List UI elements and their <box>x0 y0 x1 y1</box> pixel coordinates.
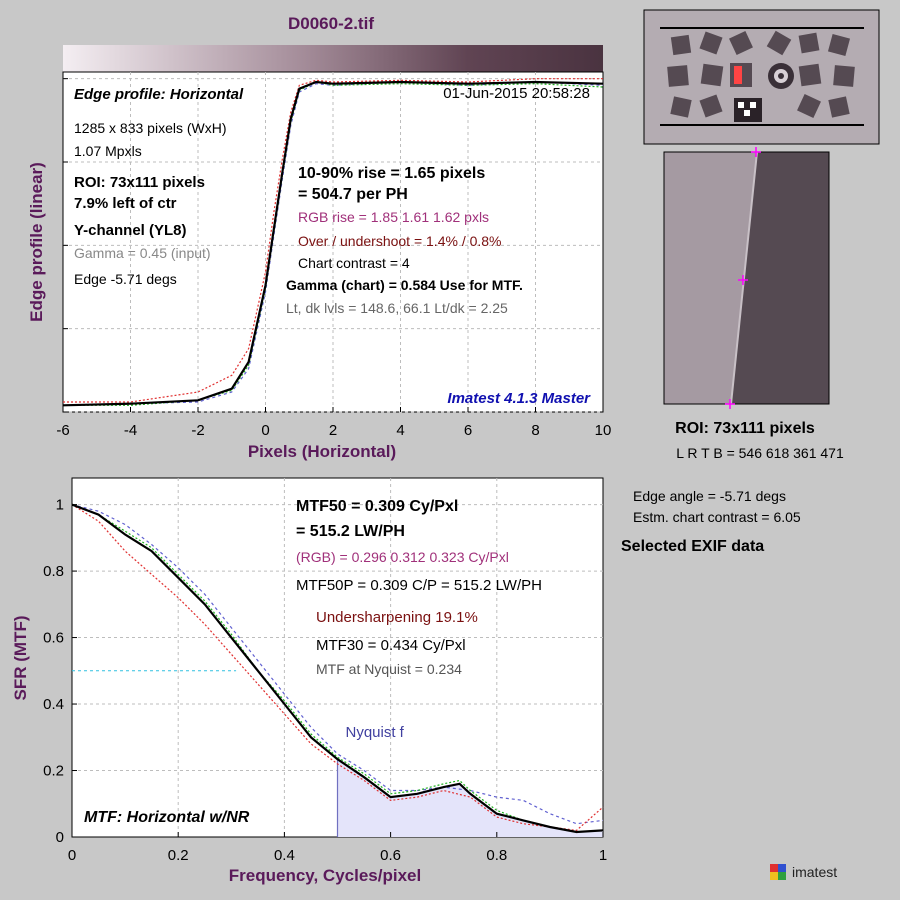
nyquist-label: Nyquist f <box>346 724 405 741</box>
edge-x-tick-label: 2 <box>329 422 337 439</box>
edge-x-tick-label: -2 <box>191 422 204 439</box>
mtf50: MTF50 = 0.309 Cy/Pxl <box>296 498 458 515</box>
imatest-logo-icon <box>770 864 786 880</box>
edge-x-tick-label: -4 <box>124 422 137 439</box>
undersharpening: Undersharpening 19.1% <box>316 609 478 626</box>
edge-series-line <box>62 80 604 407</box>
mtf-x-tick-label: 0.4 <box>274 847 295 864</box>
info-dimensions: 1285 x 833 pixels (WxH) <box>74 120 227 136</box>
info-mpxls: 1.07 Mpxls <box>74 143 142 159</box>
side-edge-angle: Edge angle = -5.71 degs <box>633 488 786 504</box>
info-rgb-rise: RGB rise = 1.85 1.61 1.62 pxls <box>298 209 489 225</box>
info-overshoot: Over / undershoot = 1.4% / 0.8% <box>298 233 502 249</box>
edge-x-ticks: -6 -4 -2 0 2 4 6 8 10 <box>56 78 612 439</box>
edge-series-line <box>62 81 604 406</box>
mtf-series-line <box>71 503 604 834</box>
info-rise: 10-90% rise = 1.65 pixels <box>298 165 485 182</box>
mtf-series-line <box>71 504 604 832</box>
mtf-x-tick-label: 0 <box>68 847 76 864</box>
edge-x-tick-label: 0 <box>261 422 269 439</box>
edge-x-tick-label: 4 <box>396 422 404 439</box>
info-gamma-input: Gamma = 0.45 (input) <box>74 245 211 261</box>
info-gamma-chart: Gamma (chart) = 0.584 Use for MTF. <box>286 277 523 293</box>
mtf50-rgb: (RGB) = 0.296 0.312 0.323 Cy/Pxl <box>296 549 509 565</box>
mtf-xlabel: Frequency, Cycles/pixel <box>229 866 421 885</box>
mtf-y-tick-label: 0.8 <box>43 563 64 580</box>
info-levels: Lt, dk lvls = 148.6, 66.1 Lt/dk = 2.25 <box>286 300 508 316</box>
edge-x-tick-label: 6 <box>464 422 472 439</box>
mtf-x-tick-label: 1 <box>599 847 607 864</box>
edge-x-tick-label: 10 <box>595 422 612 439</box>
mtf-y-tick-label: 0.4 <box>43 696 64 713</box>
mtf-y-tick-label: 0.2 <box>43 763 64 780</box>
edge-xlabel: Pixels (Horizontal) <box>248 442 396 461</box>
mtf-y-tick-label: 0 <box>56 829 64 846</box>
mtf-axis-ticks: 0 0.2 0.4 0.6 0.8 1 0 0.2 0.4 0.6 0.8 1 <box>43 497 607 864</box>
test-chart-thumbnail <box>643 9 880 145</box>
imatest-version: Imatest 4.1.3 Master <box>447 390 591 407</box>
roi-crop-image <box>663 151 830 405</box>
edge-series-line <box>63 78 603 403</box>
info-channel: Y-channel (YL8) <box>74 222 187 239</box>
roi-crosshair-marks <box>725 147 761 409</box>
mtf-x-tick-label: 0.8 <box>486 847 507 864</box>
edge-ylabel: Edge profile (linear) <box>27 162 46 322</box>
edge-timestamp: 01-Jun-2015 20:58:28 <box>443 85 590 102</box>
mtf-ylabel: SFR (MTF) <box>11 616 30 701</box>
brand-name: imatest <box>792 864 837 880</box>
mtf-y-tick-label: 1 <box>56 497 64 514</box>
info-edge-angle: Edge -5.71 degs <box>74 271 177 287</box>
edge-gradient-strip <box>63 45 603 72</box>
mtf50p: MTF50P = 0.309 C/P = 515.2 LW/PH <box>296 577 542 594</box>
mtf-x-tick-label: 0.6 <box>380 847 401 864</box>
mtf-plot-title: MTF: Horizontal w/NR <box>84 809 250 826</box>
info-rise-per-ph: = 504.7 per PH <box>298 186 408 203</box>
mtf-lines <box>71 503 604 834</box>
edge-plot-grid <box>63 72 603 413</box>
edge-profile-lines <box>62 78 604 407</box>
mtf30: MTF30 = 0.434 Cy/Pxl <box>316 637 466 654</box>
mtf-y-tick-label: 0.6 <box>43 630 64 647</box>
edge-x-tick-label: 8 <box>531 422 539 439</box>
side-chart-contrast: Estm. chart contrast = 6.05 <box>633 509 801 525</box>
edge-plot-title: Edge profile: Horizontal <box>74 86 244 103</box>
nyquist-fill-region <box>337 759 603 837</box>
mtf-at-nyquist: MTF at Nyquist = 0.234 <box>316 661 462 677</box>
edge-x-tick-label: -6 <box>56 422 69 439</box>
selected-exif-data: Selected EXIF data <box>621 538 764 555</box>
mtf-x-tick-label: 0.2 <box>168 847 189 864</box>
roi-lrtb: L R T B = 546 618 361 471 <box>676 445 844 461</box>
info-chart-contrast: Chart contrast = 4 <box>298 255 410 271</box>
info-roi-position: 7.9% left of ctr <box>74 195 177 212</box>
info-roi: ROI: 73x111 pixels <box>74 174 205 191</box>
roi-label: ROI: 73x111 pixels <box>675 420 815 437</box>
file-title: D0060-2.tif <box>288 14 374 33</box>
mtf50-lwph: = 515.2 LW/PH <box>296 523 405 540</box>
mtf-series-line <box>71 504 604 833</box>
mtf-series-line <box>71 504 604 825</box>
